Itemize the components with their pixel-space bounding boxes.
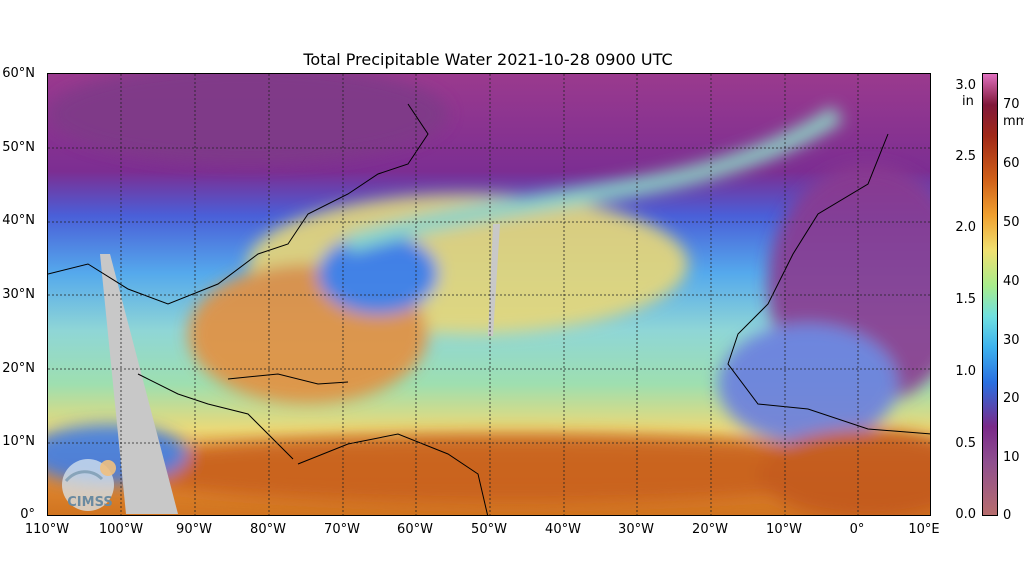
- lat-label: 20°N: [2, 361, 35, 376]
- tpw-map: [47, 73, 931, 516]
- cimss-logo: CIMSS: [62, 459, 116, 511]
- missing-data-swath: [100, 254, 178, 514]
- colorbar-inch-tick: 0.5: [955, 436, 976, 451]
- lon-label: 110°W: [24, 522, 70, 537]
- lat-label: 0°: [20, 507, 35, 522]
- lon-label: 40°W: [545, 522, 581, 537]
- colorbar-inch-tick: 2.0: [955, 220, 976, 235]
- lon-label: 30°W: [618, 522, 654, 537]
- lon-label: 90°W: [176, 522, 212, 537]
- lat-label: 60°N: [2, 66, 35, 81]
- tpw-field: [48, 74, 930, 515]
- colorbar-inch-tick: 1.5: [955, 292, 976, 307]
- logo-text: CIMSS: [67, 495, 112, 510]
- missing-data-swath: [488, 224, 500, 336]
- colorbar-inch-tick: 1.0: [955, 364, 976, 379]
- lon-label: 10°W: [766, 522, 802, 537]
- lon-label: 50°W: [471, 522, 507, 537]
- lat-label: 40°N: [2, 213, 35, 228]
- colorbar-inch-tick: 3.0: [955, 78, 976, 93]
- colorbar-mm-tick: 30: [1003, 333, 1020, 348]
- lat-label: 50°N: [2, 140, 35, 155]
- colorbar-inch-tick: 0.0: [955, 507, 976, 522]
- lon-label: 80°W: [250, 522, 286, 537]
- lon-label: 60°W: [397, 522, 433, 537]
- colorbar-mm-tick: 40: [1003, 274, 1020, 289]
- colorbar-inch-unit: in: [962, 94, 974, 109]
- colorbar-mm-tick: 0: [1003, 508, 1012, 523]
- lat-label: 10°N: [2, 434, 35, 449]
- lon-label: 70°W: [324, 522, 360, 537]
- colorbar-mm-tick: 70: [1003, 97, 1020, 112]
- lat-label: 30°N: [2, 287, 35, 302]
- colorbar-mm-tick: 20: [1003, 391, 1020, 406]
- colorbar: [982, 73, 998, 516]
- colorbar-mm-tick: 10: [1003, 450, 1020, 465]
- colorbar-mm-tick: 50: [1003, 215, 1020, 230]
- lon-label: 20°W: [692, 522, 728, 537]
- lon-label: 10°E: [908, 522, 940, 537]
- map-title: Total Precipitable Water 2021-10-28 0900…: [303, 50, 673, 69]
- colorbar-mm-unit: mm: [1003, 114, 1024, 129]
- colorbar-inch-tick: 2.5: [955, 149, 976, 164]
- lon-label: 100°W: [98, 522, 144, 537]
- lon-label: 0°: [849, 522, 865, 537]
- colorbar-mm-tick: 60: [1003, 156, 1020, 171]
